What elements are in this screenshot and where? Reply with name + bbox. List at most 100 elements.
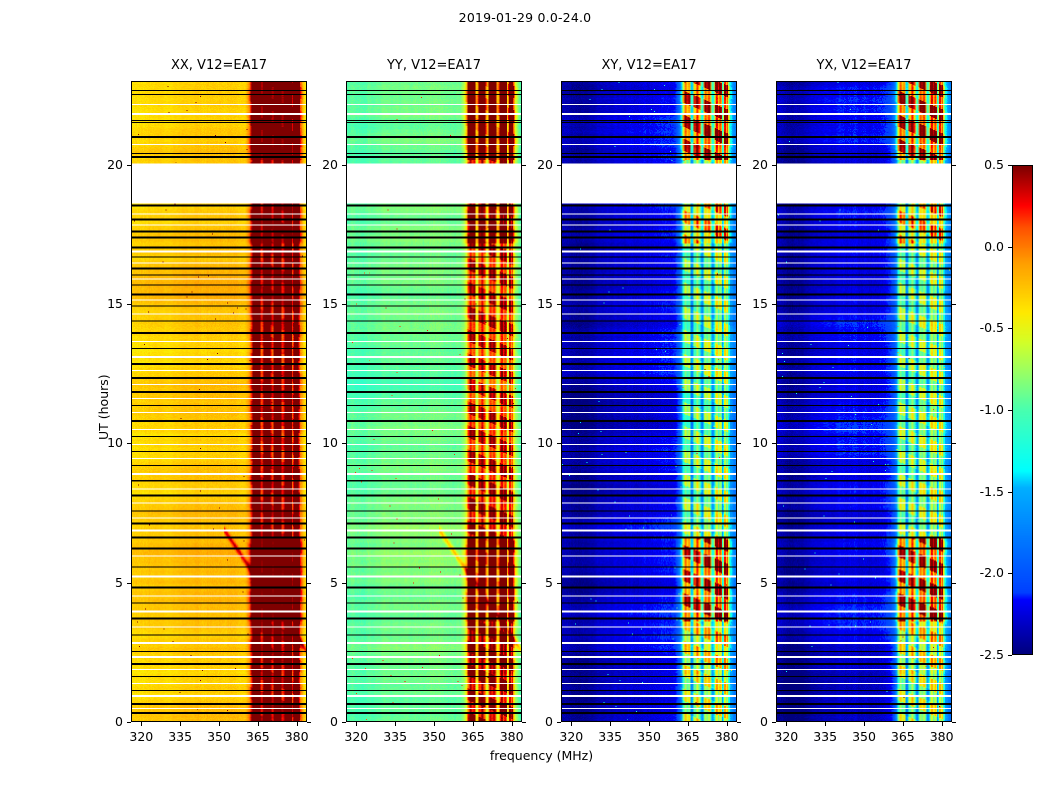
y-tick-mark (557, 165, 561, 166)
x-tick-mark (649, 722, 650, 726)
y-tick-mark (952, 443, 956, 444)
y-tick-label: 0 (760, 714, 768, 729)
colorbar-tick-mark (1008, 165, 1012, 166)
x-tick-label: 365 (245, 729, 270, 744)
y-tick-mark (127, 722, 131, 723)
x-tick-mark (942, 722, 943, 726)
x-tick-label: 380 (284, 729, 309, 744)
y-tick-mark (737, 583, 741, 584)
panel-yy[interactable] (346, 81, 522, 722)
y-tick-mark (737, 722, 741, 723)
panel-yx[interactable] (776, 81, 952, 722)
spectrum-image-xx (132, 82, 306, 721)
x-tick-label: 365 (890, 729, 915, 744)
y-tick-label: 0 (115, 714, 123, 729)
y-tick-mark (952, 165, 956, 166)
panel-xx[interactable] (131, 81, 307, 722)
x-tick-mark (512, 722, 513, 726)
x-tick-mark (356, 722, 357, 726)
y-tick-label: 5 (330, 574, 338, 590)
y-tick-label: 20 (107, 156, 123, 172)
y-tick-mark (522, 722, 526, 723)
colorbar-tick-mark (1008, 492, 1012, 493)
x-tick-label: 380 (929, 729, 954, 744)
panel-title-xy: XY, V12=EA17 (601, 58, 697, 73)
x-tick-label: 350 (207, 729, 231, 744)
y-tick-mark (522, 165, 526, 166)
y-tick-label: 10 (537, 435, 553, 451)
y-tick-mark (307, 443, 311, 444)
x-tick-mark (258, 722, 259, 726)
x-tick-mark (473, 722, 474, 726)
colorbar-tick-label: 0.5 (984, 157, 1004, 172)
colorbar-tick-label: 0.0 (984, 238, 1004, 254)
y-tick-mark (342, 443, 346, 444)
x-tick-mark (219, 722, 220, 726)
colorbar-tick-mark (1008, 655, 1012, 656)
y-tick-mark (342, 583, 346, 584)
spectrum-image-xy (562, 82, 736, 721)
panel-xy[interactable] (561, 81, 737, 722)
y-tick-mark (127, 165, 131, 166)
x-tick-label: 335 (598, 729, 623, 744)
spectrum-image-yy (347, 82, 521, 721)
y-tick-label: 0 (330, 714, 338, 729)
y-tick-mark (557, 583, 561, 584)
panel-title-yx: YX, V12=EA17 (816, 58, 912, 73)
colorbar[interactable] (1012, 165, 1033, 655)
panel-title-yy: YY, V12=EA17 (386, 58, 482, 73)
x-tick-label: 320 (344, 729, 369, 744)
x-axis-label: frequency (MHz) (489, 748, 594, 763)
colorbar-tick-label: -2.5 (979, 647, 1004, 662)
figure-suptitle: 2019-01-29 0.0-24.0 (458, 10, 592, 25)
x-tick-label: 350 (637, 729, 661, 744)
y-tick-mark (342, 165, 346, 166)
y-tick-mark (772, 304, 776, 305)
colorbar-tick-mark (1008, 573, 1012, 574)
y-tick-label: 15 (107, 295, 123, 311)
y-tick-label: 20 (537, 156, 553, 172)
panel-title-xx: XX, V12=EA17 (170, 58, 268, 73)
y-tick-mark (737, 165, 741, 166)
colorbar-tick-mark (1008, 410, 1012, 411)
x-tick-mark (786, 722, 787, 726)
y-tick-mark (557, 304, 561, 305)
x-tick-label: 365 (460, 729, 485, 744)
y-tick-label: 10 (752, 435, 768, 451)
x-tick-mark (434, 722, 435, 726)
y-tick-mark (342, 722, 346, 723)
spectrum-image-yx (777, 82, 951, 721)
x-tick-label: 380 (499, 729, 524, 744)
y-tick-mark (557, 722, 561, 723)
y-tick-mark (772, 583, 776, 584)
x-tick-mark (141, 722, 142, 726)
y-tick-label: 20 (752, 156, 768, 172)
y-tick-mark (127, 304, 131, 305)
x-tick-label: 365 (675, 729, 700, 744)
y-tick-label: 15 (537, 295, 553, 311)
x-tick-label: 335 (383, 729, 408, 744)
x-tick-mark (297, 722, 298, 726)
y-tick-mark (772, 722, 776, 723)
x-tick-mark (571, 722, 572, 726)
y-tick-label: 5 (115, 574, 123, 590)
y-tick-mark (307, 304, 311, 305)
y-tick-mark (952, 304, 956, 305)
y-axis-label: UT (hours) (96, 373, 111, 440)
y-tick-mark (522, 583, 526, 584)
x-tick-mark (903, 722, 904, 726)
x-tick-mark (825, 722, 826, 726)
y-tick-mark (772, 443, 776, 444)
y-tick-label: 5 (760, 574, 768, 590)
y-tick-mark (522, 304, 526, 305)
x-tick-label: 335 (813, 729, 838, 744)
y-tick-mark (952, 583, 956, 584)
y-tick-label: 15 (752, 295, 768, 311)
colorbar-tick-label: -2.0 (979, 565, 1004, 581)
x-tick-label: 320 (559, 729, 584, 744)
x-tick-mark (864, 722, 865, 726)
x-tick-mark (727, 722, 728, 726)
x-tick-label: 320 (129, 729, 154, 744)
y-tick-label: 10 (322, 435, 338, 451)
y-tick-label: 10 (107, 435, 123, 451)
